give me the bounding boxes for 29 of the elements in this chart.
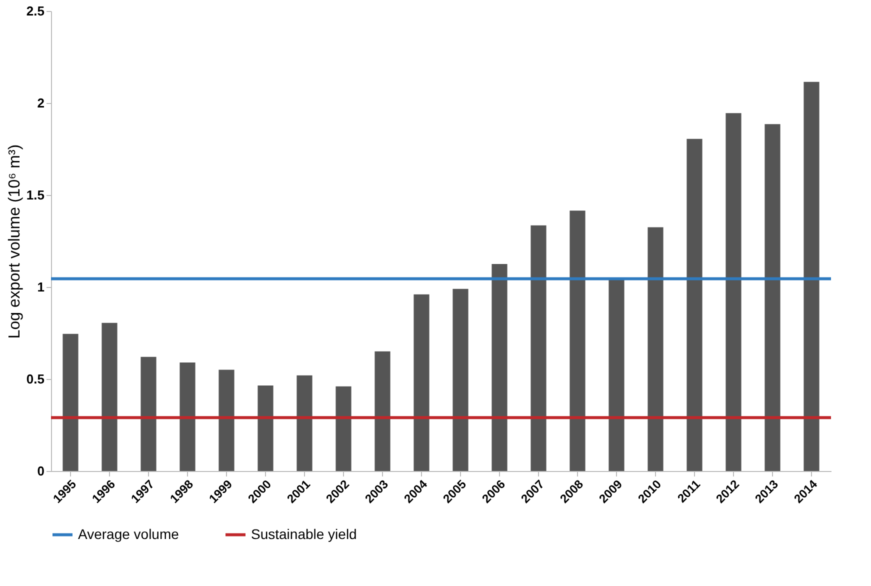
y-tick-label: 0: [37, 464, 44, 478]
y-axis-title: Log export volume (10⁶ m³): [6, 144, 24, 339]
legend-label: Average volume: [78, 526, 180, 542]
y-tick-label: 2: [37, 96, 44, 110]
bar: [492, 264, 508, 471]
y-tick-label: 0.5: [26, 372, 44, 386]
bar: [258, 385, 274, 471]
bar: [764, 124, 780, 471]
bar: [804, 82, 820, 471]
bar: [530, 225, 546, 471]
bar: [570, 210, 586, 471]
bar: [686, 138, 702, 471]
bar: [218, 370, 234, 471]
bar: [102, 322, 118, 471]
bar: [374, 351, 390, 471]
legend-label: Sustainable yield: [251, 526, 357, 542]
bar: [726, 113, 742, 471]
bar: [452, 288, 468, 471]
bar: [140, 356, 156, 471]
bar: [180, 362, 196, 471]
y-tick-label: 2.5: [26, 4, 44, 18]
bar: [608, 278, 624, 471]
y-tick-label: 1: [37, 280, 44, 294]
bar: [62, 334, 78, 471]
bar: [336, 386, 352, 471]
bar: [414, 294, 430, 471]
bar: [296, 375, 312, 471]
bar: [648, 227, 664, 471]
y-tick-label: 1.5: [26, 188, 44, 202]
